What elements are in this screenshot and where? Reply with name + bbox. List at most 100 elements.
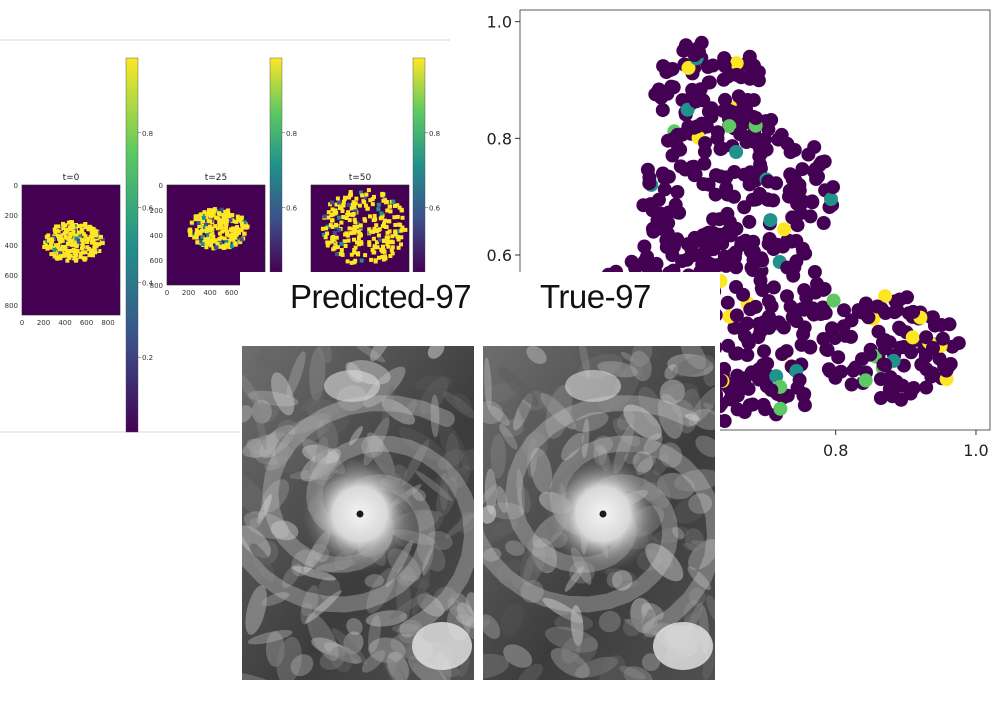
- heatmap-panel: t=50 0.8 0.6: [310, 57, 441, 274]
- scatter-point: [697, 156, 712, 171]
- scatter-point: [742, 398, 757, 413]
- heatmap-cell: [194, 228, 199, 233]
- scatter-point: [637, 254, 652, 269]
- scatter-point: [646, 221, 661, 236]
- heatmap-cell: [63, 247, 68, 252]
- scatter-point: [738, 115, 753, 130]
- heatmap-cell: [323, 235, 328, 240]
- heatmap-cell: [382, 239, 386, 243]
- heatmap-cell: [228, 218, 233, 223]
- scatter-point: [825, 321, 839, 336]
- cloud-band: [624, 618, 659, 636]
- cloud-band: [370, 346, 391, 362]
- heatmap-cell: [80, 228, 85, 233]
- cloud-band: [456, 602, 474, 626]
- cloud-band: [526, 346, 547, 365]
- scatter-point: [710, 125, 725, 140]
- heatmap-cell: [396, 237, 401, 242]
- heatmap-cell: [86, 237, 91, 242]
- cloud-band: [672, 526, 685, 540]
- cloud-band: [248, 390, 299, 407]
- cloud-band: [271, 372, 295, 416]
- heatmap-cell: [70, 220, 74, 225]
- cloud-band: [305, 444, 324, 463]
- cloud-band: [261, 479, 290, 513]
- x-tick-label: 600: [80, 319, 93, 327]
- colorbar-tick-label: 0.4: [142, 279, 154, 287]
- scatter-point: [926, 341, 940, 355]
- cloud-band: [620, 351, 635, 362]
- scatter-point: [684, 243, 699, 258]
- scatter-point: [705, 58, 720, 73]
- heatmap-cell: [63, 235, 68, 239]
- scatter-point: [816, 282, 831, 297]
- heatmap-cell: [201, 215, 206, 220]
- scatter-point: [753, 273, 768, 288]
- cloud-band: [437, 449, 464, 470]
- scatter-point: [701, 225, 716, 240]
- cloud-band: [361, 435, 384, 458]
- cloud-band: [578, 346, 591, 379]
- cloud-band: [706, 595, 715, 625]
- scatter-point: [925, 366, 940, 381]
- cloud-band: [301, 602, 313, 617]
- y-tick-label: 0.6: [487, 246, 512, 265]
- heatmap-cell: [325, 240, 330, 245]
- heatmap-cell: [362, 200, 367, 205]
- cloud-band: [242, 405, 253, 423]
- heatmap-cell: [380, 224, 385, 229]
- scatter-point: [752, 149, 767, 164]
- heatmap-cell: [207, 239, 212, 244]
- heatmap-cell: [92, 246, 97, 251]
- heatmap-cell: [218, 244, 223, 249]
- scatter-point: [878, 306, 893, 320]
- heatmap-cell: [210, 208, 215, 213]
- y-tick-label: 200: [5, 212, 18, 220]
- heatmap-cell: [334, 235, 339, 240]
- heatmap-cell: [83, 225, 88, 230]
- heatmap-cell: [58, 251, 63, 256]
- x-tick-label: 0: [165, 289, 169, 297]
- heatmap-cell: [217, 224, 222, 229]
- heatmap-cell: [359, 241, 364, 246]
- heatmap-cell: [53, 230, 58, 235]
- heatmap-cell: [356, 229, 361, 234]
- heatmap-cell: [341, 203, 346, 208]
- heatmap-cell: [236, 217, 241, 222]
- heatmap-cell: [226, 233, 231, 238]
- cloud-band: [433, 586, 458, 611]
- heatmap-cell: [358, 190, 363, 195]
- cloud-band: [366, 567, 396, 614]
- heatmap-cell: [352, 217, 357, 222]
- heatmap-cell: [326, 210, 331, 215]
- heatmap-cell: [351, 212, 356, 216]
- scatter-point: [745, 263, 760, 278]
- scatter-point: [834, 364, 848, 379]
- scatter-point: [716, 104, 731, 118]
- heatmap-cell: [348, 212, 353, 217]
- cloud-band: [291, 418, 332, 448]
- heatmap-cell: [201, 240, 206, 245]
- heatmap-cell: [205, 226, 210, 231]
- heatmap-cell: [188, 232, 193, 237]
- cloud-band: [688, 587, 706, 607]
- cloud-band: [703, 402, 715, 419]
- scatter-point: [640, 162, 655, 177]
- cloud-band: [400, 399, 418, 424]
- heatmap-cell: [49, 237, 54, 242]
- x-tick-label: 0: [20, 319, 24, 327]
- heatmap-cell: [201, 227, 206, 232]
- heatmap-cell: [230, 244, 234, 249]
- cloud-band: [300, 391, 325, 412]
- heatmap-cell: [219, 235, 224, 240]
- cloud-band: [242, 525, 271, 559]
- heatmap-cell: [227, 214, 232, 219]
- predicted-satellite-image: [242, 346, 474, 680]
- heatmap-cell: [341, 199, 346, 204]
- heatmap-cell: [213, 245, 218, 250]
- heatmap-cell: [382, 249, 387, 254]
- cloud-band: [518, 663, 543, 680]
- scatter-point: [727, 320, 742, 335]
- scatter-point: [752, 372, 766, 387]
- heatmap-cell: [403, 227, 408, 232]
